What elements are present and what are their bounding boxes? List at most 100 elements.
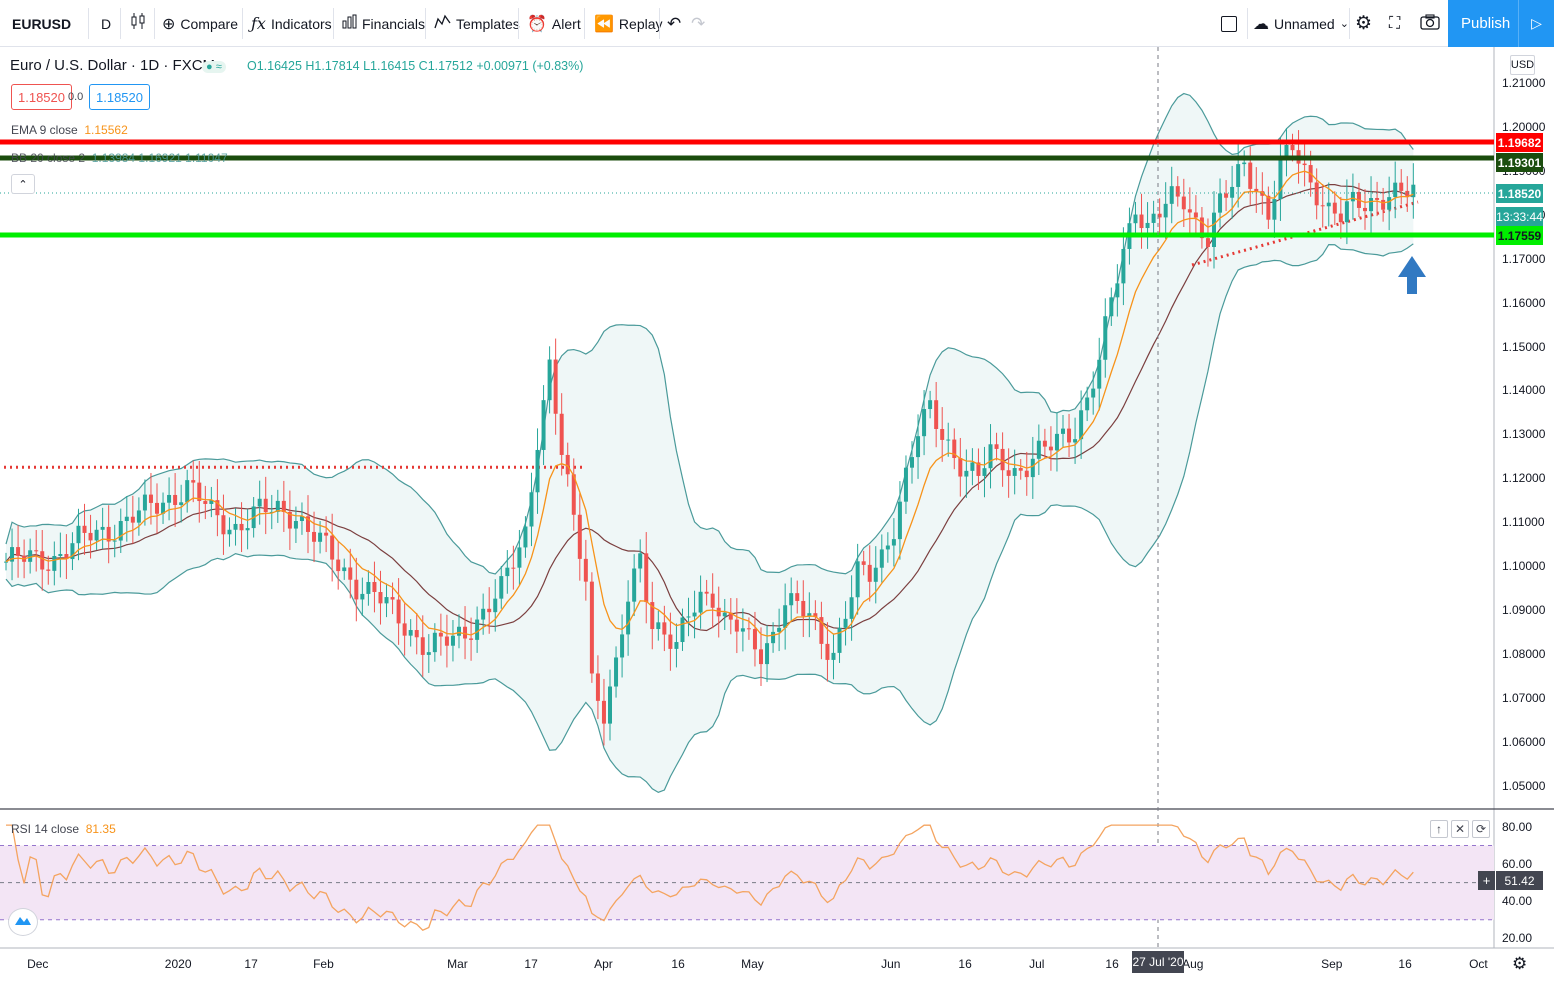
financials-button[interactable]: Financials: [342, 0, 425, 47]
currency-button[interactable]: USD: [1510, 55, 1535, 75]
plus-circle-icon: ⊕: [162, 15, 176, 33]
function-icon: ƒx: [251, 14, 266, 33]
bb-legend[interactable]: BB 20 close 2 1.13984 1.16921 1.11047: [11, 151, 228, 165]
indicators-label: Indicators: [270, 15, 332, 32]
candle-body: [813, 613, 818, 618]
pane-maximize-button[interactable]: ⟳: [1472, 820, 1490, 838]
candle-body: [1103, 316, 1108, 360]
candle-body: [819, 617, 824, 644]
alert-label: Alert: [551, 15, 581, 32]
candle-body: [275, 500, 280, 512]
candle-body: [469, 638, 474, 640]
candle-body: [384, 597, 389, 604]
candle-body: [583, 558, 588, 582]
collapse-legend-button[interactable]: ⌃: [11, 174, 35, 194]
replay-button[interactable]: ⏪ Replay: [594, 0, 663, 47]
interval-button[interactable]: D: [101, 0, 111, 47]
fullscreen-button[interactable]: ⛶: [1389, 0, 1400, 47]
symbol-search-button[interactable]: EURUSD: [12, 0, 71, 47]
toolbar-divider: [120, 8, 121, 39]
candle-body: [1344, 201, 1349, 223]
toolbar-divider: [518, 8, 519, 39]
tradingview-logo-icon: [14, 913, 32, 931]
compare-button[interactable]: ⊕ Compare: [162, 0, 238, 47]
chart-type-button[interactable]: [130, 0, 146, 47]
tradingview-logo[interactable]: [8, 908, 38, 936]
ema9-line: [5, 170, 1414, 637]
bollinger-upper-line: [5, 92, 1414, 575]
candle-body: [1000, 448, 1005, 471]
candle-body: [28, 550, 33, 562]
rsi-tick-label: 40.00: [1502, 894, 1533, 909]
candle-body: [1181, 196, 1186, 210]
candle-body: [378, 592, 383, 604]
publish-label: Publish: [1461, 15, 1511, 32]
square-icon: [1221, 15, 1237, 32]
candle-body: [1320, 205, 1325, 207]
candle-body: [1085, 397, 1090, 411]
cloud-icon: ☁: [1253, 15, 1269, 33]
arrow-up-icon: ↑: [1436, 822, 1442, 836]
time-tick-label: 16: [958, 957, 972, 971]
indicators-button[interactable]: ƒx Indicators: [251, 0, 332, 47]
candle-body: [1218, 193, 1223, 213]
snapshot-button[interactable]: [1420, 0, 1440, 47]
interval-label: D: [101, 15, 112, 32]
candle-body: [136, 510, 141, 523]
candle-body: [366, 581, 371, 594]
candle-body: [994, 444, 999, 449]
price-tick-label: 1.05000: [1502, 778, 1546, 793]
bb-label: BB 20 close 2: [11, 151, 86, 165]
layout-select-checkbox[interactable]: [1221, 0, 1237, 47]
time-tick-label: Jul: [1029, 957, 1045, 971]
candle-body: [1199, 217, 1204, 239]
rewind-icon: ⏪: [594, 15, 614, 33]
candle-body: [940, 428, 945, 440]
maximize-icon: ⟳: [1475, 822, 1487, 836]
time-tick-label: Jun: [881, 957, 901, 971]
candle-body: [336, 559, 341, 572]
candle-body: [934, 400, 939, 429]
publish-button[interactable]: Publish ▷: [1448, 0, 1554, 47]
candle-body: [1139, 214, 1144, 229]
candle-body: [155, 502, 159, 514]
candle-body: [644, 553, 649, 603]
layout-name-button[interactable]: ☁ Unnamed ⌄: [1253, 0, 1349, 47]
crosshair-date-label: 27 Jul '20: [1132, 951, 1184, 973]
candle-body: [1018, 468, 1023, 471]
undo-button[interactable]: ↶: [667, 0, 681, 47]
redo-button[interactable]: ↷: [691, 0, 705, 47]
pane-close-button[interactable]: ✕: [1451, 820, 1469, 838]
bb-values: 1.13984 1.16921 1.11047: [91, 151, 228, 165]
price-tick-label: 1.21000: [1502, 76, 1546, 91]
pane-move-up-button[interactable]: ↑: [1430, 820, 1448, 838]
time-tick-label: Feb: [313, 957, 334, 971]
candle-body: [88, 532, 93, 541]
candle-body: [722, 612, 727, 617]
settings-button[interactable]: ⚙: [1355, 0, 1372, 47]
candle-body: [1048, 446, 1053, 451]
templates-button[interactable]: Templates: [434, 0, 520, 47]
candle-body: [239, 523, 244, 531]
ask-price-badge[interactable]: 1.18520: [89, 84, 150, 110]
candle-body: [891, 539, 896, 546]
candle-body: [626, 601, 631, 635]
candle-body: [1266, 195, 1271, 220]
candle-body: [843, 618, 848, 628]
candle-body: [64, 554, 69, 560]
bid-price-badge[interactable]: 1.18520: [11, 84, 72, 110]
alert-button[interactable]: ⏰ Alert: [527, 0, 581, 47]
candle-body: [299, 516, 304, 521]
candle-body: [577, 514, 582, 559]
rsi-legend[interactable]: RSI 14 close 81.35: [11, 822, 116, 836]
axis-settings-button[interactable]: ⚙: [1512, 954, 1527, 974]
ohlc-values: O1.16425 H1.17814 L1.16415 C1.17512 +0.0…: [247, 59, 584, 73]
candle-body: [1067, 428, 1072, 443]
candle-body: [1036, 440, 1041, 459]
crosshair-plus-button[interactable]: +: [1478, 871, 1495, 890]
bollinger-lower-line: [5, 243, 1414, 794]
price-tick-label: 1.10000: [1502, 559, 1546, 573]
play-circle-icon[interactable]: ▷: [1531, 15, 1542, 31]
ema-legend[interactable]: EMA 9 close 1.15562: [11, 123, 128, 137]
